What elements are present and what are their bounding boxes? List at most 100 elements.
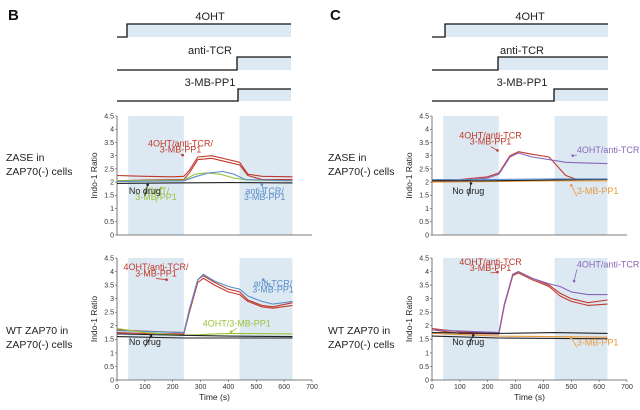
y-tick-label: 2.5 [419, 310, 429, 317]
annotation-label: 3-MB-PP1 [252, 285, 294, 295]
panel-b-drug-timeline: 4OHT anti-TCR 3-MB-PP1 [117, 11, 291, 102]
y-tick-label: 2 [110, 323, 114, 330]
chart-panel-b-wt: 0 0.5 1 1.5 2 2.5 3 3.5 4 4.5 0 100 200 300 400 500 600 7… [89, 255, 318, 402]
annotation-label: 4OHT/anti-TCR [577, 259, 640, 269]
x-tick-label: 200 [167, 384, 179, 391]
series-line [116, 333, 293, 338]
annotation-label: 4OHT/3-MB-PP1 [203, 318, 271, 328]
annotation-arrow [570, 185, 578, 197]
annotation-arrowhead [471, 333, 475, 337]
y-tick-label: 0 [425, 377, 429, 384]
row-label-line-1: ZASE in [328, 152, 367, 164]
drug-4ohT-step-c [432, 23, 608, 38]
annotation-arrowhead [569, 183, 573, 187]
series-line [432, 178, 608, 181]
y-tick-label: 4 [425, 127, 429, 134]
x-tick-label: 600 [278, 384, 290, 391]
annotation-arrowhead [165, 278, 168, 281]
panel-c-drug-timeline: 4OHT anti-TCR 3-MB-PP1 [432, 11, 608, 102]
y-tick-label: 1.5 [419, 193, 429, 200]
series-line [431, 332, 608, 334]
series-line [116, 182, 293, 184]
annotation-arrowhead [229, 330, 233, 334]
row-label-line-2: ZAP70(-) cells [328, 166, 395, 178]
y-tick-label: 0.5 [419, 364, 429, 371]
drug-label-3mbpp1-c: 3-MB-PP1 [497, 77, 548, 89]
row-label-line-1: WT ZAP70 in [328, 325, 390, 337]
annotation-label: No drug [452, 337, 484, 347]
x-tick-label: 0 [430, 384, 434, 391]
annotation-arrow [570, 337, 578, 348]
x-tick-label: 100 [454, 384, 466, 391]
annotation-arrow [155, 187, 162, 203]
shaded-interval [443, 258, 499, 380]
row-label-line-2: ZAP70(-) cells [6, 339, 73, 351]
annotation-arrowhead [261, 278, 265, 281]
panel-letter-c: C [330, 7, 341, 24]
y-tick-label: 3.5 [104, 140, 114, 147]
drug-label-3mbpp1-b: 3-MB-PP1 [185, 77, 236, 89]
y-axis-title: Indo-1 Ratio [89, 152, 99, 199]
annotation-arrow [490, 146, 498, 151]
y-tick-label: 3 [425, 153, 429, 160]
drug-label-4oht-c: 4OHT [515, 11, 545, 23]
x-tick-label: 0 [115, 384, 119, 391]
annotation-arrow [144, 184, 149, 197]
row-label-line-1: WT ZAP70 in [6, 325, 68, 337]
drug-antitcr-step-c [432, 56, 608, 71]
y-tick-label: 0.5 [104, 219, 114, 226]
series-line [116, 155, 293, 178]
annotation-label: anti-TCR/ [245, 186, 284, 196]
drug-3mbpp1-step-c [432, 88, 608, 102]
series-line [432, 178, 608, 182]
chart-panel-c-zase: 0 0.5 1 1.5 2 2.5 3 3.5 4 4.5 Indo-1 Ratio 4OHT/ant… [404, 113, 640, 239]
annotation-label: 4OHT/ [143, 186, 170, 196]
annotation-label: 4OHT/anti-TCR/ [148, 138, 214, 148]
annotation-arrowhead [146, 183, 149, 187]
row-label-line-1: ZASE in [6, 152, 45, 164]
drug-4ohT-shade-c [445, 24, 608, 37]
annotation-label: 3-MB-PP1 [577, 186, 619, 196]
annotation-arrow [573, 269, 578, 282]
x-tick-label: 700 [306, 384, 318, 391]
annotation-arrow [144, 335, 152, 347]
shaded-interval [128, 258, 184, 380]
shaded-interval [443, 116, 499, 235]
y-tick-label: 3.5 [419, 140, 429, 147]
x-tick-label: 300 [510, 384, 522, 391]
annotation-label: 3-MB-PP1 [470, 263, 512, 273]
drug-3mbpp1-shade-b [238, 89, 291, 101]
series-line [116, 170, 293, 183]
annotation-arrow [261, 184, 266, 197]
x-tick-label: 600 [593, 384, 605, 391]
annotation-arrow [467, 335, 474, 347]
drug-3mbpp1-shade-c [554, 89, 608, 101]
x-tick-label: 400 [223, 384, 235, 391]
drug-antitcr-step-b [117, 56, 291, 71]
y-tick-label: 4.5 [104, 255, 114, 262]
drug-3mbpp1-step-b [117, 88, 291, 102]
annotation-arrowhead [149, 334, 153, 338]
y-tick-label: 2 [425, 323, 429, 330]
series-line [116, 273, 293, 334]
y-tick-label: 0.5 [104, 364, 114, 371]
chart-panel-c-wt: 0 0.5 1 1.5 2 2.5 3 3.5 4 4.5 0 100 200 300 400 500 600 7… [404, 255, 640, 402]
x-tick-label: 400 [538, 384, 550, 391]
annotation-label: 3-MB-PP1 [135, 192, 177, 202]
annotation-arrowhead [181, 153, 185, 157]
annotation-arrowhead [496, 149, 499, 152]
drug-label-antitcr-c: anti-TCR [500, 45, 544, 57]
series-line [431, 332, 608, 338]
annotation-label: 3-MB-PP1 [577, 337, 619, 347]
y-tick-label: 3.5 [104, 283, 114, 290]
row-label-zase-c: ZASE in ZAP70(-) cells [328, 152, 395, 178]
series-line [431, 180, 608, 183]
annotation-arrowhead [260, 182, 264, 186]
drug-4ohT-shade-b [127, 24, 291, 37]
x-tick-label: 700 [621, 384, 633, 391]
row-label-line-2: ZAP70(-) cells [328, 339, 395, 351]
y-tick-label: 4 [110, 127, 114, 134]
annotation-arrowhead [571, 154, 574, 157]
y-tick-label: 2.5 [104, 166, 114, 173]
